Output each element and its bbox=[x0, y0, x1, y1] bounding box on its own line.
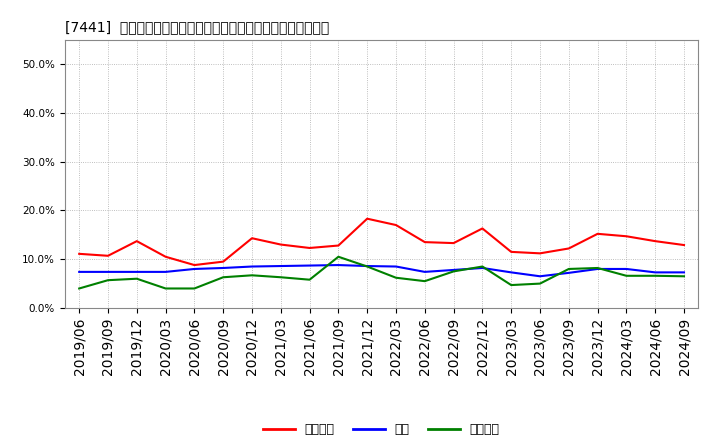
Text: [7441]  売上債権、在庫、買入債務の総資産に対する比率の推移: [7441] 売上債権、在庫、買入債務の総資産に対する比率の推移 bbox=[65, 20, 329, 34]
Legend: 尌上債権, 在庫, 買入債務: 尌上債権, 在庫, 買入債務 bbox=[258, 418, 505, 440]
